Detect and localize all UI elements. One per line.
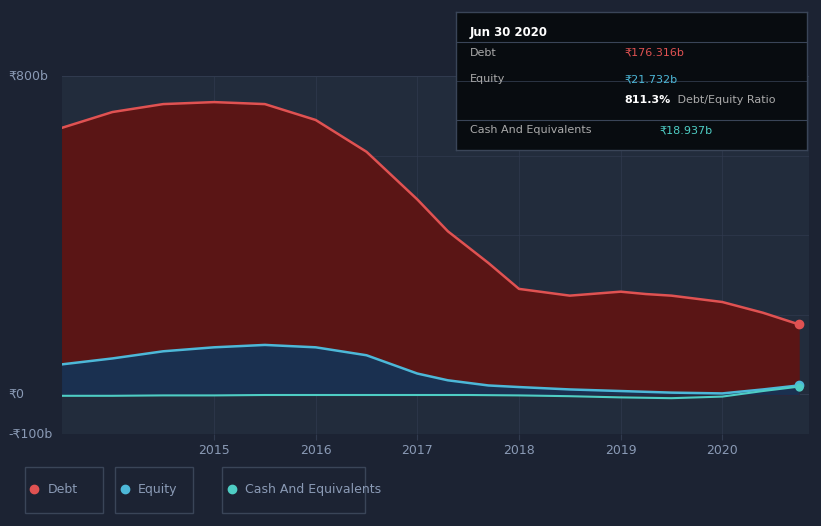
Text: 811.3%: 811.3% [624, 95, 671, 105]
Text: Debt/Equity Ratio: Debt/Equity Ratio [673, 95, 775, 105]
Text: Debt: Debt [48, 483, 78, 495]
Text: ₹800b: ₹800b [8, 70, 48, 83]
Text: Equity: Equity [138, 483, 177, 495]
Text: ₹21.732b: ₹21.732b [624, 74, 677, 84]
Text: Cash And Equivalents: Cash And Equivalents [470, 125, 591, 135]
Text: Cash And Equivalents: Cash And Equivalents [245, 483, 381, 495]
Text: Jun 30 2020: Jun 30 2020 [470, 26, 548, 39]
Text: ₹0: ₹0 [8, 388, 24, 401]
Text: Equity: Equity [470, 74, 505, 84]
Text: -₹100b: -₹100b [8, 428, 53, 440]
Text: Debt: Debt [470, 48, 497, 58]
Text: ₹176.316b: ₹176.316b [624, 48, 684, 58]
Text: ₹18.937b: ₹18.937b [659, 125, 713, 135]
